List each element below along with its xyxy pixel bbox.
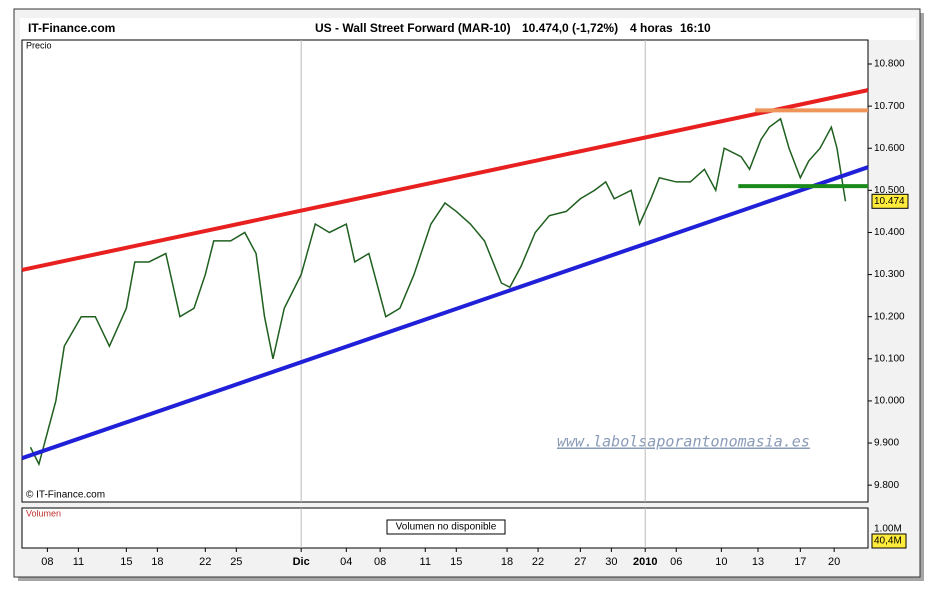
x-tick-label: 2010 [633,556,657,568]
y-tick-label: 10.700 [874,101,905,112]
x-tick-label: 17 [794,556,806,568]
trend-line [21,165,869,461]
x-tick-label: 18 [501,556,513,568]
volume-tick: 1.00M [874,524,902,535]
y-tick-label: 9.800 [874,480,899,491]
pane-label: Precio [26,40,52,50]
price-pane [21,39,869,503]
last-price-box [871,193,909,209]
y-tick-label: 10.300 [874,269,905,280]
x-tick-label: 30 [605,556,617,568]
y-tick-label: 10.600 [874,143,905,154]
y-tick-label: 10.100 [874,353,905,364]
x-tick-label: 10 [715,556,727,568]
x-tick-label: 15 [450,556,462,568]
x-tick-label: 27 [574,556,586,568]
volume-note: Volumen no disponible [396,522,497,533]
volume-note-box [386,519,506,535]
x-tick-label: 13 [752,556,764,568]
price-line [29,117,847,467]
site: IT-Finance.com [28,21,115,35]
x-tick-label: 08 [374,556,386,568]
x-tick-label: 15 [120,556,132,568]
x-tick-label: 11 [420,556,431,568]
copyright: © IT-Finance.com [26,490,105,501]
x-tick-label: 18 [151,556,163,568]
volume-title: Volumen [26,508,61,518]
volume-last: 40,4M [874,536,902,547]
trend-line [21,88,869,272]
quote: 10.474,0 (-1,72%) [522,21,618,35]
x-tick-label: 11 [73,556,84,568]
chart-title: US - Wall Street Forward (MAR-10) [315,21,511,35]
volume-last-box [871,533,907,549]
x-tick-label: 04 [340,556,352,568]
x-tick-label: 20 [828,556,840,568]
y-tick-label: 10.500 [874,185,905,196]
y-tick-label: 10.000 [874,396,905,407]
x-tick-label: 25 [230,556,242,568]
x-tick-label: Dic [293,556,310,568]
time: 16:10 [680,21,711,35]
period: 4 horas [630,21,673,35]
x-tick-label: 06 [670,556,682,568]
last-price-label: 10.474 [874,196,905,207]
y-tick-label: 10.200 [874,311,905,322]
x-tick-label: 22 [532,556,544,568]
watermark: www.labolsaporantonomasia.es [557,433,810,451]
x-tick-label: 08 [41,556,53,568]
y-tick-label: 9.900 [874,438,899,449]
x-tick-label: 22 [199,556,211,568]
y-tick-label: 10.800 [874,59,905,70]
y-tick-label: 10.400 [874,227,905,238]
header [20,18,916,40]
